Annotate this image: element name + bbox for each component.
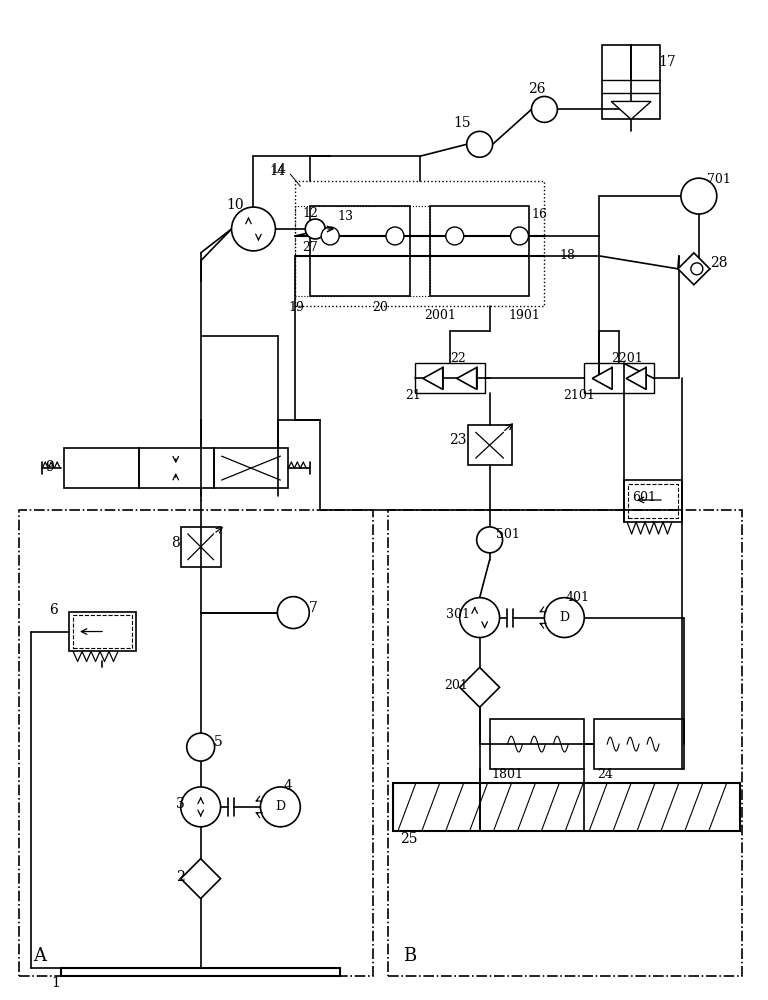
Polygon shape (626, 367, 646, 389)
Text: 701: 701 (707, 173, 730, 186)
Circle shape (306, 219, 325, 239)
Bar (139, 448, 214, 488)
Text: 21: 21 (405, 389, 421, 402)
Bar (69, 612, 136, 651)
Text: 2101: 2101 (564, 389, 595, 402)
Bar (490, 719, 584, 769)
Text: 14: 14 (270, 165, 286, 178)
Text: 19: 19 (288, 301, 304, 314)
Bar (296, 206, 430, 296)
Text: 24: 24 (598, 768, 613, 781)
Circle shape (681, 178, 717, 214)
Text: 17: 17 (658, 55, 676, 69)
Circle shape (260, 787, 300, 827)
Bar (415, 363, 485, 393)
Text: 27: 27 (303, 241, 318, 254)
Circle shape (386, 227, 404, 245)
Circle shape (180, 787, 220, 827)
Text: 14: 14 (270, 163, 286, 176)
Circle shape (232, 207, 276, 251)
Bar (393, 783, 740, 831)
Text: 9: 9 (45, 460, 54, 474)
Polygon shape (180, 859, 220, 899)
Bar (594, 719, 684, 769)
Bar (73, 615, 132, 648)
Bar (430, 206, 529, 296)
Bar (602, 45, 660, 119)
Text: 401: 401 (565, 591, 589, 604)
Text: 25: 25 (400, 832, 418, 846)
Text: 26: 26 (528, 82, 545, 96)
Bar (19, 510, 373, 976)
Text: 601: 601 (632, 491, 656, 504)
Circle shape (691, 263, 703, 275)
Text: 20: 20 (372, 301, 388, 314)
Text: 22: 22 (450, 352, 465, 365)
Bar (310, 206, 410, 296)
Text: 7: 7 (309, 601, 318, 615)
Text: 3: 3 (177, 797, 185, 811)
Text: 18: 18 (559, 249, 575, 262)
Circle shape (531, 96, 558, 122)
Circle shape (187, 733, 214, 761)
Text: D: D (559, 611, 569, 624)
Text: 28: 28 (710, 256, 727, 270)
Circle shape (321, 227, 339, 245)
Text: 23: 23 (449, 433, 466, 447)
Bar (628, 484, 678, 518)
Text: 5: 5 (214, 735, 223, 749)
Text: 2: 2 (177, 870, 185, 884)
Circle shape (511, 227, 528, 245)
Bar (180, 527, 220, 567)
Bar (468, 425, 511, 465)
Bar (584, 363, 654, 393)
Polygon shape (678, 253, 710, 285)
Text: A: A (33, 947, 46, 965)
Text: 201: 201 (444, 679, 468, 692)
Text: 2201: 2201 (611, 352, 643, 365)
Bar (296, 181, 545, 306)
Bar (214, 448, 288, 488)
Text: 1: 1 (51, 976, 60, 990)
Text: 1801: 1801 (492, 768, 524, 781)
Text: 8: 8 (171, 536, 180, 550)
Text: 2001: 2001 (424, 309, 455, 322)
Circle shape (460, 598, 499, 638)
Circle shape (545, 598, 584, 638)
Text: 4: 4 (284, 779, 293, 793)
Polygon shape (460, 667, 499, 707)
Circle shape (445, 227, 464, 245)
Text: B: B (403, 947, 416, 965)
Circle shape (277, 597, 310, 629)
Polygon shape (423, 367, 443, 389)
Text: 301: 301 (445, 608, 470, 621)
Polygon shape (592, 367, 612, 389)
Polygon shape (611, 101, 651, 119)
Text: 6: 6 (49, 603, 58, 617)
Text: D: D (275, 800, 286, 813)
Text: 15: 15 (453, 116, 471, 130)
Circle shape (477, 527, 502, 553)
Bar (65, 448, 139, 488)
Text: 1901: 1901 (508, 309, 541, 322)
Bar (388, 510, 742, 976)
Polygon shape (457, 367, 477, 389)
Text: 10: 10 (227, 198, 244, 212)
Bar (624, 480, 682, 522)
Text: 16: 16 (531, 208, 548, 221)
Text: 13: 13 (337, 210, 353, 223)
Text: 501: 501 (495, 528, 519, 541)
Circle shape (467, 131, 492, 157)
Text: 12: 12 (303, 207, 318, 220)
